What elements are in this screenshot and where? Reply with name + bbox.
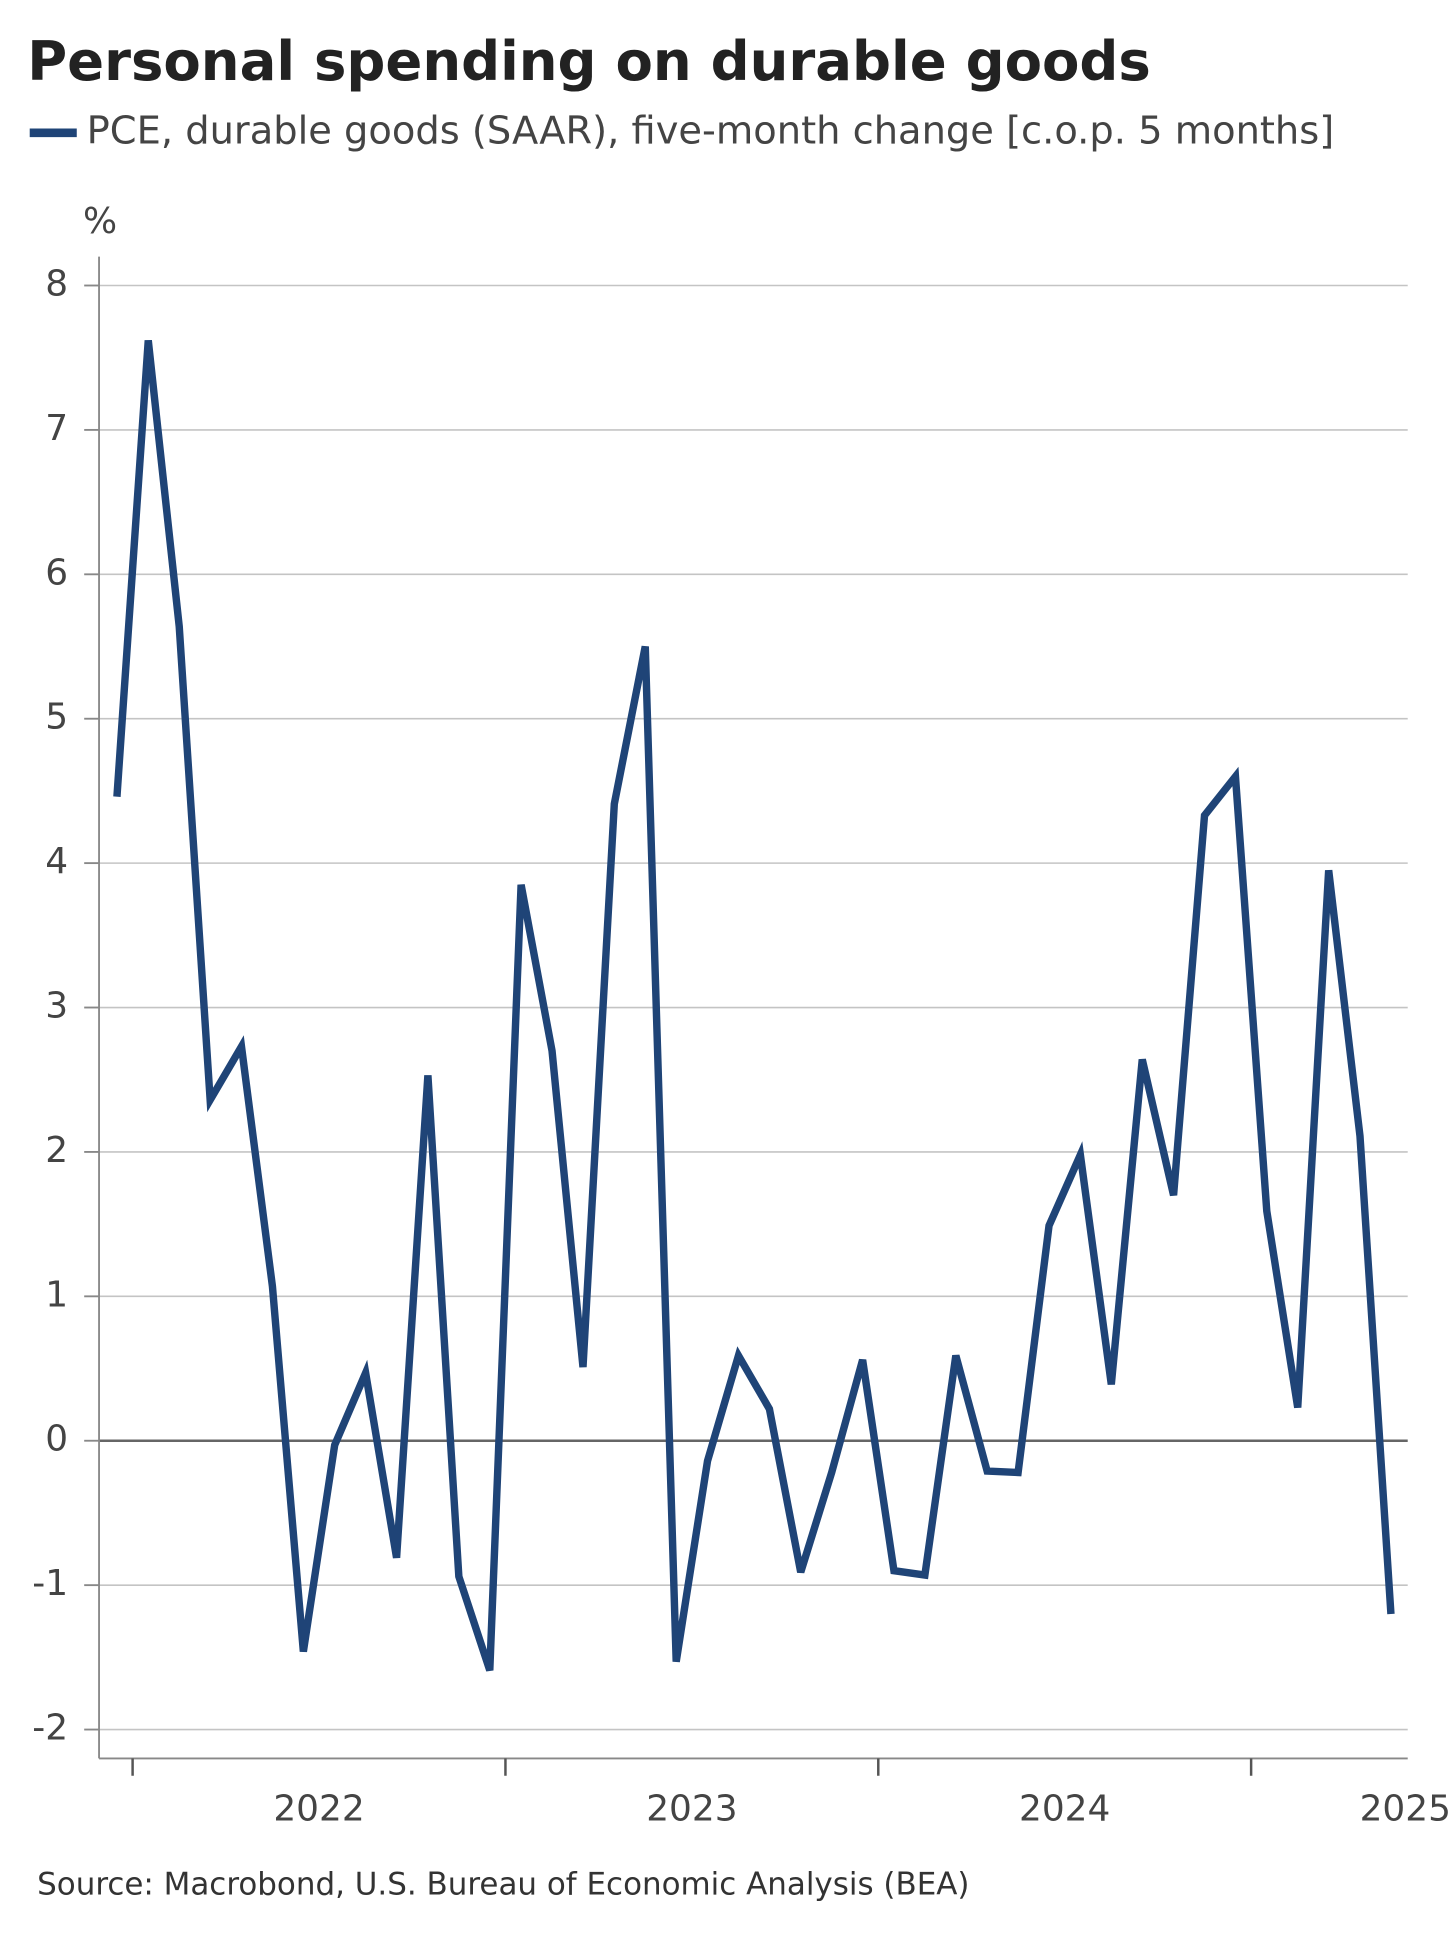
y-tick-label: 0 [45, 1419, 68, 1460]
y-tick-label: 7 [45, 408, 68, 449]
y-tick-label: -2 [32, 1708, 68, 1749]
x-tick-label: 2024 [1019, 1788, 1110, 1829]
x-tick-label: 2022 [273, 1788, 364, 1829]
y-axis-label: % [83, 201, 117, 242]
y-tick-label: -1 [32, 1563, 68, 1604]
y-tick-label: 4 [45, 841, 68, 882]
y-tick-label: 3 [45, 986, 68, 1027]
y-tick-label: 1 [45, 1274, 68, 1315]
series-line [113, 339, 1395, 1672]
legend-label: PCE, durable goods (SAAR), five-month ch… [87, 108, 1335, 153]
y-tick-label: 6 [45, 552, 68, 593]
y-tick-label: 8 [45, 264, 68, 305]
legend: PCE, durable goods (SAAR), five-month ch… [29, 108, 1335, 153]
x-tick-label: 2023 [646, 1788, 737, 1829]
x-tick-label: 2025 [1360, 1788, 1451, 1829]
y-tick-label: 5 [45, 697, 68, 738]
chart-title: Personal spending on durable goods [27, 29, 1151, 93]
source: Source: Macrobond, U.S. Bureau of Econom… [37, 1866, 969, 1902]
y-tick-label: 2 [45, 1130, 68, 1171]
